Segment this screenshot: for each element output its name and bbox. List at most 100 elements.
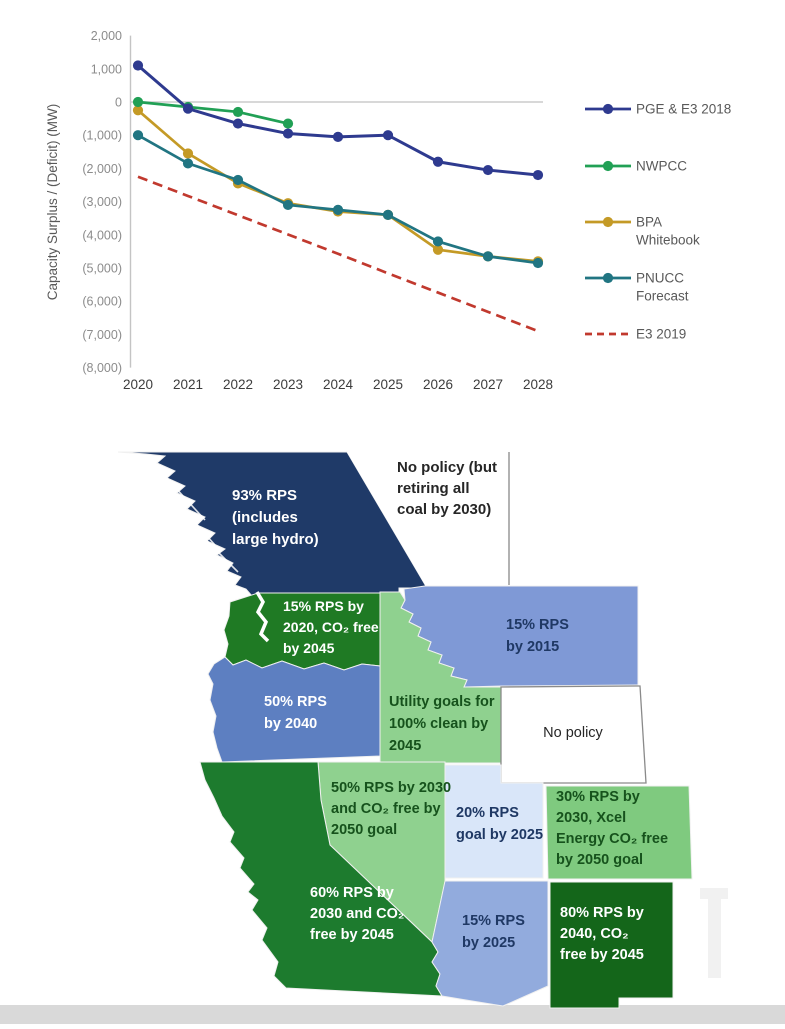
map-regions-group (117, 451, 693, 1009)
series-line-nwpcc (137, 100, 289, 125)
series-line-e3-2019 (137, 175, 539, 333)
data-point-pnucc-forecast (532, 257, 544, 269)
legend-item-e3-2019: E3 2019 (585, 327, 686, 342)
legend-item-pnucc-forecast: PNUCC Forecast (585, 271, 689, 304)
map-region-label-california: 60% RPS by 2030 and CO₂ free by 2045 (310, 885, 404, 943)
data-point-pge-e3-2018 (382, 130, 394, 141)
y-tick-label: (4,000) (82, 228, 122, 242)
data-point-pge-e3-2018 (432, 156, 444, 167)
chart-series-e3-2019 (137, 175, 539, 333)
fjord-line-3 (195, 529, 239, 573)
x-tick-label: 2028 (523, 377, 553, 392)
map-region-label-nevada: 50% RPS by 2030 and CO₂ free by 2050 goal (331, 780, 451, 838)
data-point-pge-e3-2018 (232, 118, 244, 129)
legend-swatch-dot (602, 103, 614, 115)
x-tick-label: 2027 (473, 377, 503, 392)
data-point-nwpcc (132, 96, 144, 108)
legend-swatch-dot (602, 272, 614, 284)
map-region-utah (444, 764, 544, 879)
x-tick-label: 2025 (373, 377, 403, 392)
y-tick-label: 1,000 (91, 62, 122, 76)
chart-axes: 2,000 1,000 0 (1,000) (2,000) (3,000) (4,000) (… (82, 29, 553, 392)
y-tick-label: (3,000) (82, 195, 122, 209)
data-point-pnucc-forecast (332, 204, 344, 215)
legend-label: Whitebook (636, 233, 700, 248)
data-point-pge-e3-2018 (332, 131, 344, 142)
map-region-label-utah: 20% RPS goal by 2025 (456, 805, 543, 843)
legend-label: E3 2019 (636, 327, 686, 342)
x-tick-label: 2023 (273, 377, 303, 392)
data-point-pnucc-forecast (432, 236, 444, 247)
x-tick-label: 2024 (323, 377, 354, 392)
legend-item-pge-e3-2018: PGE & E3 2018 (585, 102, 731, 117)
map-region-arizona (431, 880, 549, 1007)
data-point-pge-e3-2018 (182, 103, 194, 114)
map-region-label-arizona: 15% RPS by 2025 (462, 913, 525, 951)
rps-policy-map-svg: 93% RPS (includes large hydro) No policy (b… (117, 451, 728, 1009)
legend-label: BPA (636, 215, 662, 230)
y-axis-title: Capacity Surplus / (Deficit) (MW) (45, 104, 60, 301)
data-point-pge-e3-2018 (282, 128, 294, 139)
fjord-line-2 (169, 494, 216, 546)
capacity-chart: Capacity Surplus / (Deficit) (MW) 2,000 1… (0, 0, 785, 425)
puget-sound-inlet (255, 591, 270, 643)
chart-legend: PGE & E3 2018 NWPCC BPA Whitebook PNUCC Forec… (585, 102, 731, 342)
watermark (700, 888, 728, 978)
data-point-pge-e3-2018 (132, 60, 144, 71)
y-tick-label: (7,000) (82, 328, 122, 342)
chart-series-group (132, 60, 544, 333)
chart-series-pnucc-forecast (132, 130, 544, 269)
map-region-label-washington: 15% RPS by 2020, CO₂ free by 2045 (283, 598, 379, 656)
x-tick-label: 2021 (173, 377, 203, 392)
y-tick-label: (8,000) (82, 361, 122, 375)
capacity-chart-svg: Capacity Surplus / (Deficit) (MW) 2,000 1… (45, 29, 731, 392)
map-labels-group: 93% RPS (includes large hydro) No policy (b… (232, 459, 668, 963)
map-region-label-new-mexico: 80% RPS by 2040, CO₂ free by 2045 (560, 905, 644, 963)
legend-swatch-dot (602, 216, 614, 228)
fjord-line-1 (151, 461, 206, 521)
y-tick-label: 0 (115, 96, 122, 110)
legend-item-nwpcc: NWPCC (585, 159, 687, 174)
legend-item-bpa-whitebook: BPA Whitebook (585, 215, 700, 248)
map-region-new-mexico (549, 881, 674, 1009)
legend-swatch-dot (602, 160, 614, 172)
data-point-nwpcc (282, 118, 294, 129)
map-region-label-alberta: No policy (but retiring all coal by 2030) (397, 459, 497, 518)
rps-policy-map: 93% RPS (includes large hydro) No policy (b… (0, 430, 785, 1024)
map-region-wyoming (500, 685, 647, 784)
data-point-pnucc-forecast (482, 251, 494, 262)
y-tick-label: (5,000) (82, 262, 122, 276)
data-point-pnucc-forecast (132, 130, 144, 141)
y-tick-label: (1,000) (82, 129, 122, 143)
chart-series-bpa-whitebook (132, 105, 544, 267)
map-region-label-british-columbia: 93% RPS (includes large hydro) (232, 487, 319, 548)
legend-label: Forecast (636, 289, 689, 304)
data-point-bpa-whitebook (132, 105, 144, 116)
map-region-label-montana: 15% RPS by 2015 (506, 617, 569, 655)
data-point-nwpcc (232, 106, 244, 118)
data-point-pnucc-forecast (232, 174, 244, 186)
map-region-label-idaho: Utility goals for 100% clean by 2045 (389, 694, 495, 754)
y-tick-label: 2,000 (91, 29, 122, 43)
map-region-alberta (347, 452, 509, 588)
x-tick-label: 2026 (423, 377, 453, 392)
data-point-bpa-whitebook (432, 244, 444, 255)
data-point-pge-e3-2018 (532, 169, 544, 181)
legend-label: PGE & E3 2018 (636, 102, 731, 117)
y-tick-label: (2,000) (82, 162, 122, 176)
map-overlays (151, 452, 728, 978)
map-region-label-wyoming: No policy (543, 725, 603, 741)
data-point-pnucc-forecast (182, 158, 194, 169)
chart-series-pge-e3-2018 (132, 60, 544, 181)
x-tick-label: 2020 (123, 377, 153, 392)
data-point-pnucc-forecast (282, 199, 294, 211)
y-tick-label: (6,000) (82, 295, 122, 309)
data-point-pge-e3-2018 (482, 164, 494, 176)
data-point-bpa-whitebook (182, 148, 194, 159)
map-region-idaho (379, 591, 503, 764)
map-region-colorado (545, 785, 693, 880)
x-tick-label: 2022 (223, 377, 253, 392)
legend-label: PNUCC (636, 271, 684, 286)
map-region-label-oregon: 50% RPS by 2040 (264, 694, 327, 732)
map-region-label-colorado: 30% RPS by 2030, Xcel Energy CO₂ free by 20… (556, 789, 668, 868)
